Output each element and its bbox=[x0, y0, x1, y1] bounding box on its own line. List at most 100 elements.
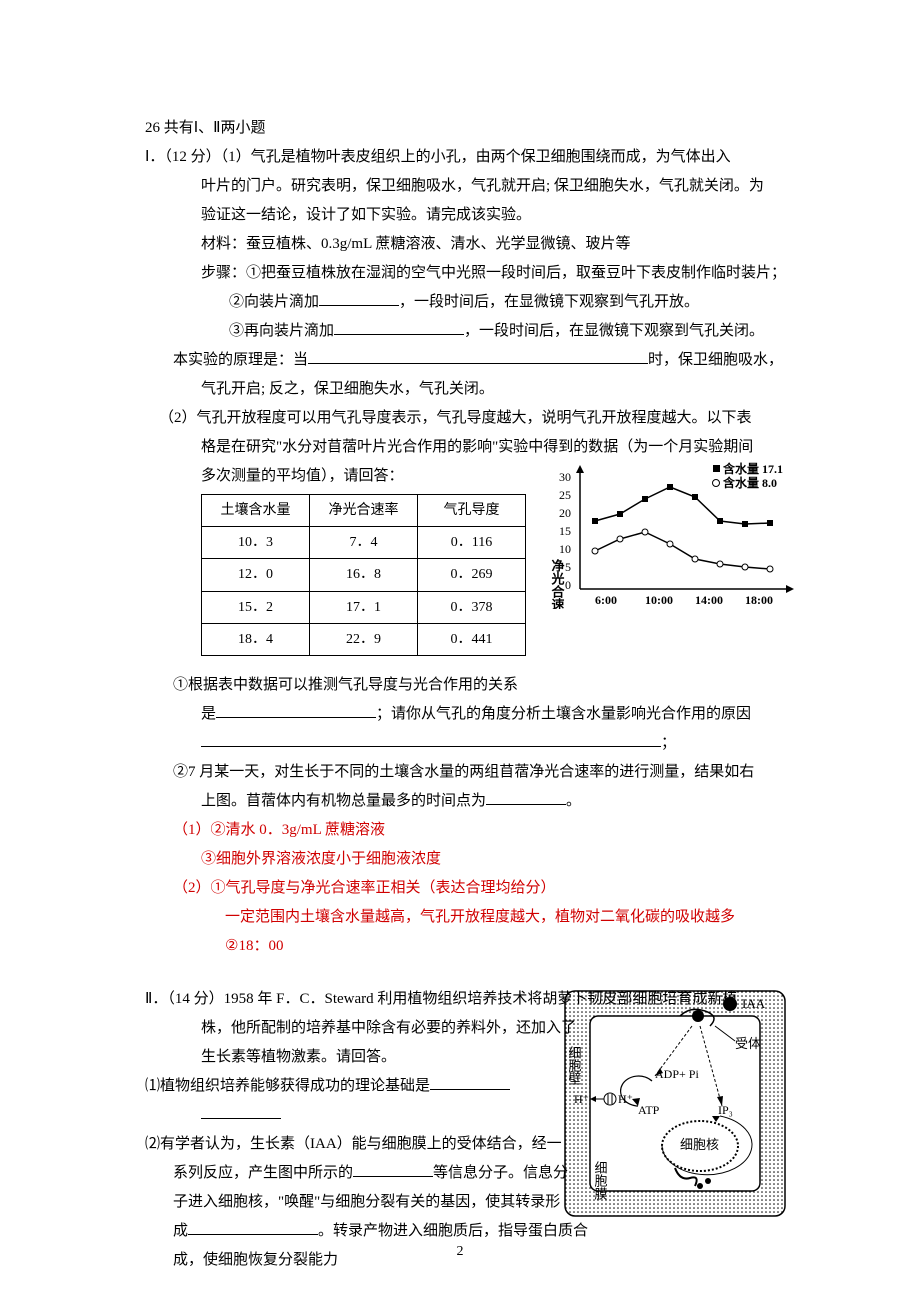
txt: 成 bbox=[173, 1223, 188, 1239]
txt: ； bbox=[661, 735, 676, 751]
adp-label: ADP+ Pi bbox=[655, 1067, 699, 1081]
principle-a: 本实验的原理是：当 bbox=[173, 352, 308, 368]
ytick: 30 bbox=[559, 470, 571, 484]
cell: 10．3 bbox=[202, 527, 310, 559]
blank bbox=[430, 1089, 510, 1090]
p2-l1: （2）气孔开放程度可以用气孔导度表示，气孔导度越大，说明气孔开放程度越大。以下表 bbox=[145, 405, 795, 432]
table-chart-row: 多次测量的平均值），请回答： 土壤含水量 净光合速率 气孔导度 10．37．40… bbox=[145, 463, 795, 656]
principle: 本实验的原理是：当 时，保卫细胞吸水， bbox=[145, 347, 795, 374]
cell: 17．1 bbox=[310, 591, 418, 623]
nucleus-label: 细胞核 bbox=[680, 1137, 719, 1152]
step3b: ，一段时间后，在显微镜下观察到气孔关闭。 bbox=[464, 323, 764, 339]
legend-label: 含水量 8.0 bbox=[723, 475, 777, 490]
ytick: 25 bbox=[559, 488, 571, 502]
table-row: 15．217．10．378 bbox=[202, 591, 526, 623]
data-table: 土壤含水量 净光合速率 气孔导度 10．37．40．116 12．016．80．… bbox=[201, 494, 526, 656]
cell: 22．9 bbox=[310, 623, 418, 655]
xtick: 10:00 bbox=[645, 593, 673, 607]
ytick: 0 bbox=[565, 578, 571, 592]
ytick: 10 bbox=[559, 542, 571, 556]
answer-1: （1）②清水 0．3g/mL 蔗糖溶液 bbox=[145, 817, 795, 844]
ytick: 20 bbox=[559, 506, 571, 520]
p2-l2: 格是在研究"水分对苜蓿叶片光合作用的影响"实验中得到的数据（为一个月实验期间 bbox=[145, 434, 795, 461]
sub1-d: ； bbox=[145, 730, 795, 757]
txt: 。 bbox=[566, 793, 581, 809]
table-row: 18．422．90．441 bbox=[202, 623, 526, 655]
part1-l3: 验证这一结论，设计了如下实验。请完成该实验。 bbox=[145, 202, 795, 229]
table-header-row: 土壤含水量 净光合速率 气孔导度 bbox=[202, 495, 526, 527]
cell: 0．269 bbox=[418, 559, 526, 591]
page-number: 2 bbox=[457, 1239, 464, 1264]
answer-3: （2）①气孔导度与净光合速率正相关（表达合理均给分） bbox=[145, 875, 795, 902]
table-row: 10．37．40．116 bbox=[202, 527, 526, 559]
line-chart: 0 5 10 15 20 25 30 6:00 10:00 14:00 18:0… bbox=[545, 459, 805, 609]
sub1-a: ①根据表中数据可以推测气孔导度与光合作用的关系 bbox=[145, 672, 795, 699]
part1-l2: 叶片的门户。研究表明，保卫细胞吸水，气孔就开启; 保卫细胞失水，气孔就关闭。为 bbox=[145, 173, 795, 200]
legend-label: 含水量 17.1 bbox=[723, 461, 783, 476]
blank bbox=[486, 804, 566, 805]
th-0: 土壤含水量 bbox=[202, 495, 310, 527]
materials: 材料：蚕豆植株、0.3g/mL 蔗糖溶液、清水、光学显微镜、玻片等 bbox=[145, 231, 795, 258]
answer-5: ②18：00 bbox=[145, 933, 795, 960]
cell-diagram: IAA 受体 ADP+ Pi ATP H⁺ H⁺ IP₃ 细胞核 细胞壁 细胞膜 bbox=[560, 986, 790, 1221]
q26-intro: 26 共有Ⅰ、Ⅱ两小题 bbox=[145, 115, 795, 142]
xtick: 14:00 bbox=[695, 593, 723, 607]
cell: 0．378 bbox=[418, 591, 526, 623]
ip3-label: IP₃ bbox=[718, 1103, 733, 1117]
h-label-outer: H⁺ bbox=[574, 1092, 589, 1106]
txt: 。转录产物进入细胞质后，指导蛋白质合 bbox=[318, 1223, 588, 1239]
blank bbox=[201, 1118, 281, 1119]
principle-b: 时，保卫细胞吸水， bbox=[648, 352, 783, 368]
wall-label: 细胞壁 bbox=[567, 1046, 582, 1085]
th-2: 气孔导度 bbox=[418, 495, 526, 527]
cell: 0．441 bbox=[418, 623, 526, 655]
xtick: 18:00 bbox=[745, 593, 773, 607]
blank bbox=[188, 1234, 318, 1235]
txt: ；请你从气孔的角度分析土壤含水量影响光合作用的原因 bbox=[376, 706, 751, 722]
txt: 等信息分子。信息分 bbox=[433, 1165, 568, 1181]
q2-2e: 成，使细胞恢复分裂能力 bbox=[145, 1247, 795, 1274]
blank bbox=[216, 717, 376, 718]
step1: 步骤：①把蚕豆植株放在湿润的空气中光照一段时间后，取蚕豆叶下表皮制作临时装片； bbox=[145, 260, 795, 287]
ylabel: 净光合速率 bbox=[550, 558, 566, 609]
txt: 是 bbox=[201, 706, 216, 722]
step3: ③再向装片滴加 ，一段时间后，在显微镜下观察到气孔关闭。 bbox=[145, 318, 795, 345]
cell: 7．4 bbox=[310, 527, 418, 559]
iaa-label: IAA bbox=[742, 996, 766, 1011]
cell: 16．8 bbox=[310, 559, 418, 591]
xtick: 6:00 bbox=[595, 593, 617, 607]
part2-container: Ⅱ．（14 分）1958 年 F．C．Steward 利用植物组织培养技术将胡萝… bbox=[145, 986, 795, 1274]
principle-c: 气孔开启; 反之，保卫细胞失水，气孔关闭。 bbox=[145, 376, 795, 403]
cell: 15．2 bbox=[202, 591, 310, 623]
txt: ⑴植物组织培养能够获得成功的理论基础是 bbox=[145, 1078, 430, 1094]
step3a: ③再向装片滴加 bbox=[229, 323, 334, 339]
receptor-label: 受体 bbox=[735, 1036, 761, 1051]
sub2-a: ②7 月某一天，对生长于不同的土壤含水量的两组苜蓿净光合速率的进行测量，结果如右 bbox=[145, 759, 795, 786]
blank bbox=[334, 334, 464, 335]
blank bbox=[319, 305, 399, 306]
q2-2d: 成 。转录产物进入细胞质后，指导蛋白质合 bbox=[145, 1218, 795, 1245]
part1-header: Ⅰ．（12 分）（1）气孔是植物叶表皮组织上的小孔，由两个保卫细胞围绕而成，为气… bbox=[145, 144, 795, 171]
step2b: ，一段时间后，在显微镜下观察到气孔开放。 bbox=[399, 294, 699, 310]
blank bbox=[308, 363, 648, 364]
blank bbox=[353, 1176, 433, 1177]
ytick: 15 bbox=[559, 524, 571, 538]
atp-label: ATP bbox=[638, 1103, 660, 1117]
blank bbox=[201, 746, 661, 747]
h-label: H⁺ bbox=[618, 1092, 633, 1106]
txt: 上图。苜蓿体内有机物总量最多的时间点为 bbox=[201, 793, 486, 809]
cell: 12．0 bbox=[202, 559, 310, 591]
cell: 0．116 bbox=[418, 527, 526, 559]
ytick: 5 bbox=[565, 560, 571, 574]
step2: ②向装片滴加 ，一段时间后，在显微镜下观察到气孔开放。 bbox=[145, 289, 795, 316]
table-row: 12．016．80．269 bbox=[202, 559, 526, 591]
th-1: 净光合速率 bbox=[310, 495, 418, 527]
answer-2: ③细胞外界溶液浓度小于细胞液浓度 bbox=[145, 846, 795, 873]
membrane-label: 细胞膜 bbox=[593, 1161, 608, 1200]
answer-4: 一定范围内土壤含水量越高，气孔开放程度越大，植物对二氧化碳的吸收越多 bbox=[145, 904, 795, 931]
sub1-b: 是 ；请你从气孔的角度分析土壤含水量影响光合作用的原因 bbox=[145, 701, 795, 728]
step2a: ②向装片滴加 bbox=[229, 294, 319, 310]
sub2-b: 上图。苜蓿体内有机物总量最多的时间点为 。 bbox=[145, 788, 795, 815]
cell: 18．4 bbox=[202, 623, 310, 655]
txt: 系列反应，产生图中所示的 bbox=[173, 1165, 353, 1181]
